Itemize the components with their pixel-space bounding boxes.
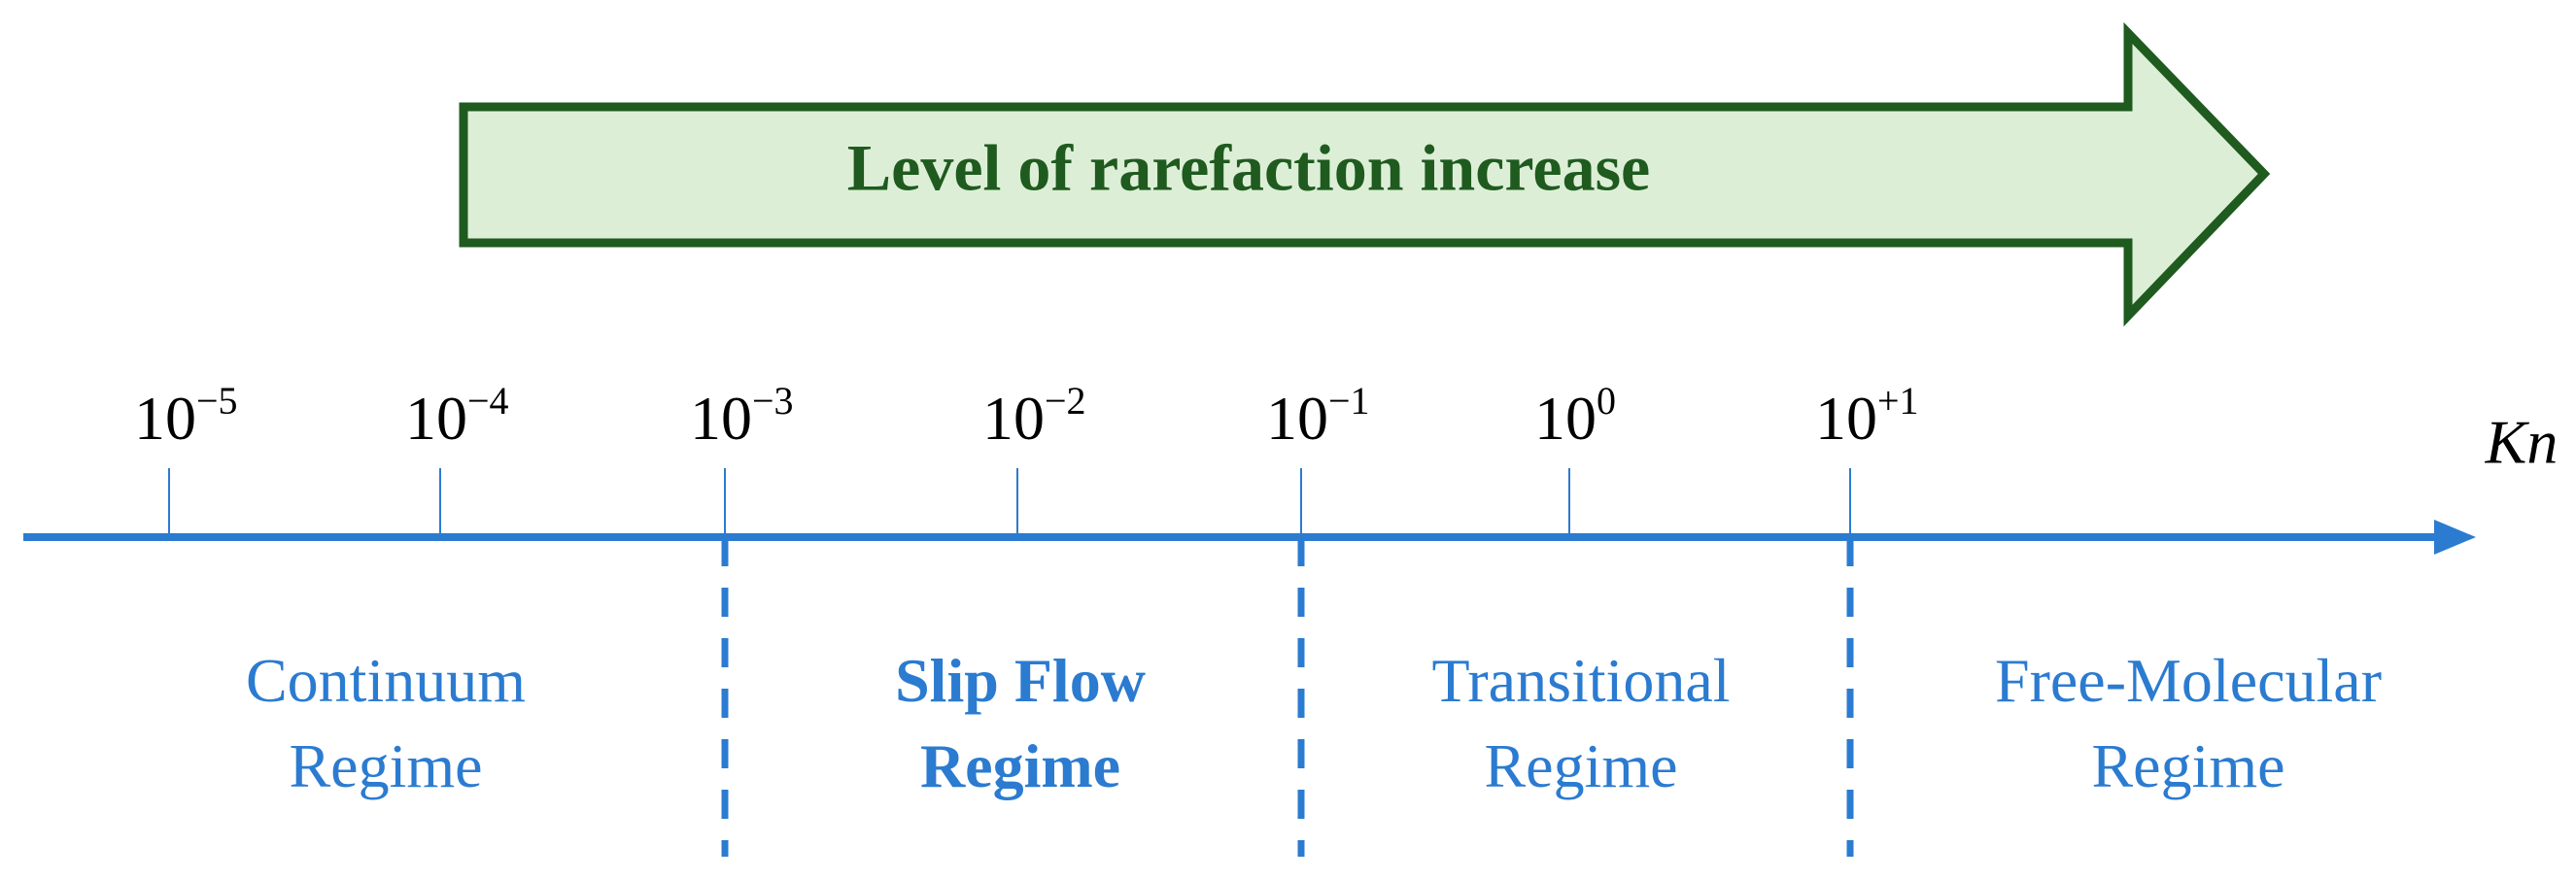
regime-label: Regime [289,731,482,800]
regime-label: Regime [920,731,1120,800]
tick-label: 10−1 [1266,379,1370,453]
regime-label: Slip Flow [895,646,1146,715]
arrow-label: Level of rarefaction increase [847,131,1650,205]
regime-label: Free-Molecular [1995,646,2382,715]
tick-base: 10 [1815,384,1877,453]
regimes: Continuum Regime Slip Flow Regime Transition… [246,646,2382,800]
tick-exponent: +1 [1877,379,1919,423]
tick-exponent: −5 [196,379,238,423]
regime-label: Continuum [246,646,526,715]
axis-label: Kn [2485,408,2559,477]
tick-base: 10 [405,384,467,453]
tick-label: 10−4 [405,379,509,453]
tick-label: 10−5 [134,379,238,453]
rarefaction-arrow [459,21,2271,327]
tick-label: 100 [1534,379,1616,453]
tick-base: 10 [1534,384,1597,453]
regime-label: Regime [2091,731,2284,800]
ticks: 10−5 10−4 10−3 10−2 10−1 100 10+1 [134,379,1919,857]
tick-label: 10+1 [1815,379,1919,453]
tick-label: 10−3 [690,379,794,453]
tick-base: 10 [1266,384,1328,453]
tick-exponent: −1 [1328,379,1370,423]
tick-base: 10 [134,384,196,453]
tick-exponent: −3 [752,379,794,423]
tick-label: 10−2 [982,379,1086,453]
tick-exponent: −2 [1045,379,1086,423]
tick-exponent: 0 [1597,379,1616,423]
tick-exponent: −4 [467,379,509,423]
tick-base: 10 [982,384,1045,453]
regime-label: Regime [1484,731,1677,800]
regime-label: Transitional [1432,646,1731,715]
tick-base: 10 [690,384,752,453]
axis-arrowhead [2434,520,2476,555]
